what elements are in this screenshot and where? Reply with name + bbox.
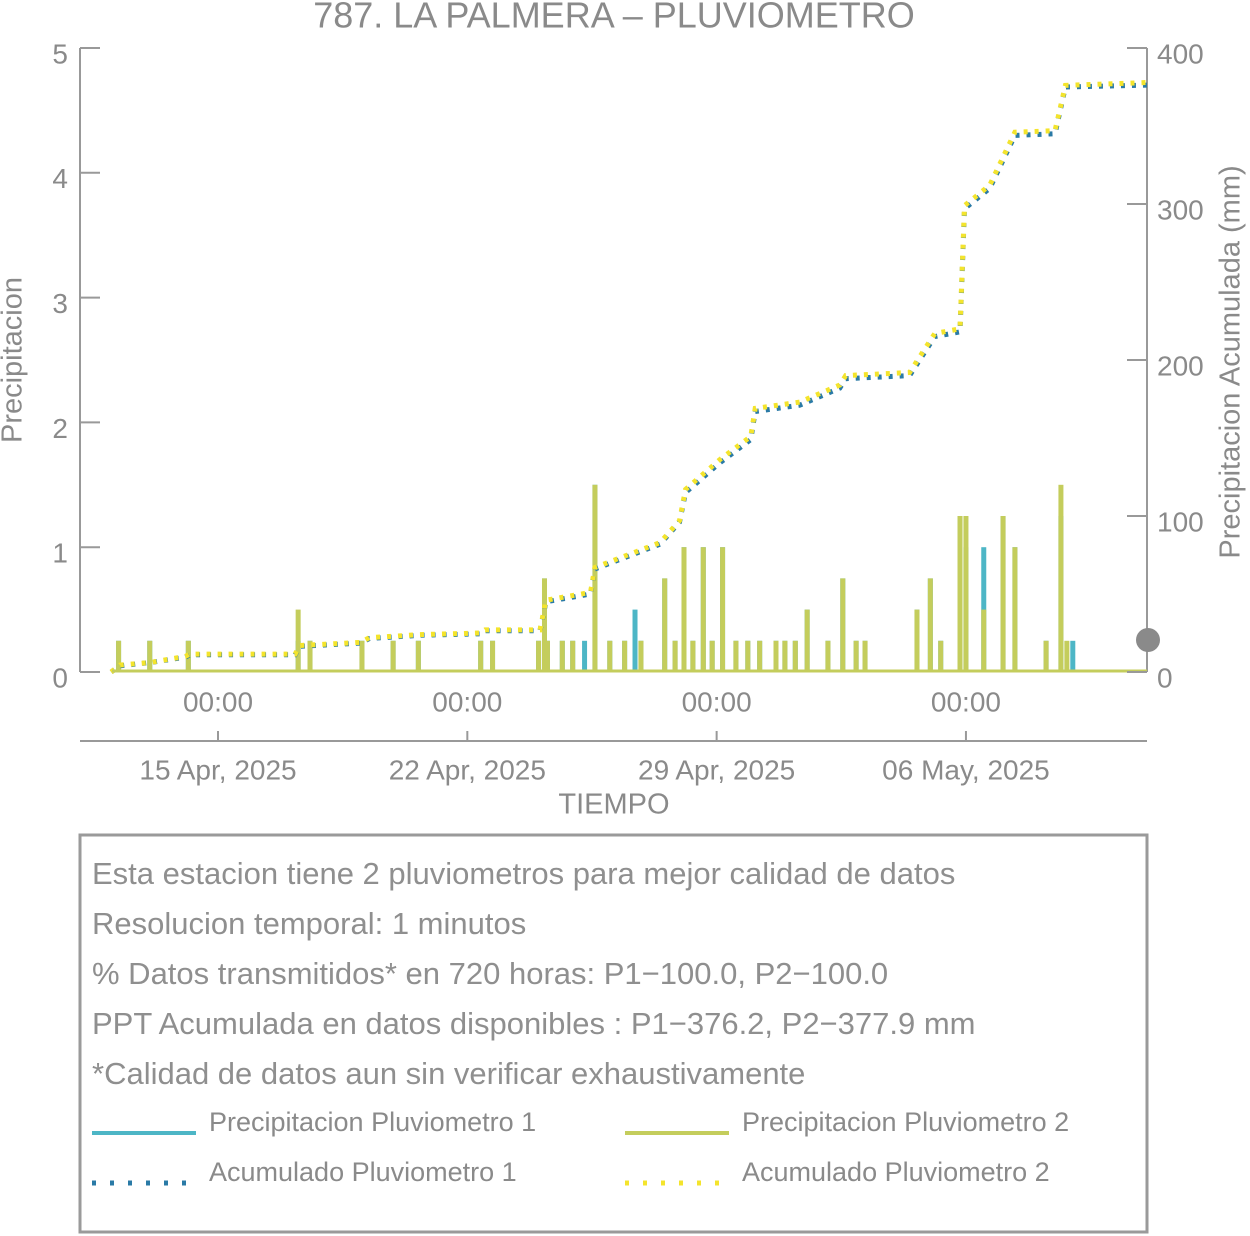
bar: [681, 547, 687, 672]
info-box: [78, 833, 1149, 1234]
y2-tick-label: 0: [1157, 662, 1173, 693]
bar: [1000, 516, 1006, 672]
x-tick-label: 22 Apr, 2025: [389, 754, 546, 785]
y2-tick-label: 200: [1157, 350, 1204, 381]
y-tick-label: 2: [52, 413, 68, 444]
legend-label: Precipitacion Pluviometro 1: [209, 1107, 536, 1137]
bar: [559, 640, 565, 672]
bar: [541, 578, 547, 672]
bar: [804, 609, 810, 672]
bar: [963, 516, 969, 672]
bar: [757, 640, 763, 672]
x-tick-label: 06 May, 2025: [882, 754, 1050, 785]
bar: [745, 640, 751, 672]
bar: [914, 609, 920, 672]
bar: [773, 640, 779, 672]
legend-label: Acumulado Pluviometro 1: [209, 1157, 517, 1187]
bar: [1043, 640, 1049, 672]
y-tick-label: 3: [52, 288, 68, 319]
y2-axis-label: Precipitacion Acumulada (mm): [1215, 165, 1247, 558]
bar: [307, 640, 313, 672]
bar: [390, 640, 396, 672]
info-lines: Esta estacion tiene 2 pluviometros para …: [92, 856, 976, 1091]
info-line: *Calidad de datos aun sin verificar exha…: [92, 1056, 805, 1091]
y2-tick-label: 100: [1157, 506, 1204, 537]
bar: [733, 640, 739, 672]
bar: [638, 640, 644, 672]
bar: [825, 640, 831, 672]
bar: [116, 640, 122, 672]
bar: [478, 640, 484, 672]
bar: [1064, 640, 1070, 672]
bar: [840, 578, 846, 672]
legend-label: Precipitacion Pluviometro 2: [742, 1107, 1069, 1137]
bar: [662, 578, 668, 672]
legend-label: Acumulado Pluviometro 2: [742, 1157, 1050, 1187]
bar: [1012, 547, 1018, 672]
x-tick-hour-label: 00:00: [183, 686, 253, 717]
y-tick-label: 4: [52, 163, 68, 194]
bar: [927, 578, 933, 672]
bar: [862, 640, 868, 672]
bar: [295, 609, 301, 672]
y-tick-label: 5: [52, 38, 68, 69]
bar: [490, 640, 496, 672]
y-axis-label: Precipitacion: [0, 277, 29, 443]
bar: [415, 640, 421, 672]
x-tick-hour-label: 00:00: [682, 686, 752, 717]
bar: [632, 609, 638, 672]
bar: [720, 547, 726, 672]
y2-tick-label: 300: [1157, 194, 1204, 225]
bar: [359, 640, 365, 672]
bar: [981, 609, 987, 672]
plot-area: [109, 80, 1148, 675]
bar: [782, 640, 788, 672]
y2-tick-label: 400: [1157, 38, 1204, 69]
y-tick-label: 0: [52, 662, 68, 693]
chart-title: 787. LA PALMERA – PLUVIOMETRO: [313, 0, 915, 36]
bar: [792, 640, 798, 672]
bar: [544, 640, 550, 672]
bar: [672, 640, 678, 672]
bar: [582, 640, 588, 672]
bar: [1058, 484, 1064, 672]
bar: [700, 547, 706, 672]
info-line: Esta estacion tiene 2 pluviometros para …: [92, 856, 955, 891]
cumulative-line: [109, 80, 1148, 674]
x-tick-label: 15 Apr, 2025: [139, 754, 296, 785]
bar: [607, 640, 613, 672]
bar: [853, 640, 859, 672]
x-tick-label: 29 Apr, 2025: [638, 754, 795, 785]
bar: [938, 640, 944, 672]
info-line: Resolucion temporal: 1 minutos: [92, 906, 526, 941]
bar: [1070, 640, 1076, 672]
x-tick-hour-label: 00:00: [432, 686, 502, 717]
bar: [622, 640, 628, 672]
bar: [536, 640, 542, 672]
x-tick-hour-label: 00:00: [931, 686, 1001, 717]
end-marker: [1136, 628, 1160, 652]
y-tick-label: 1: [52, 538, 68, 569]
legend: Precipitacion Pluviometro 1 Precipitacion…: [92, 1107, 1069, 1187]
cumulative-line: [109, 82, 1148, 675]
info-line: PPT Acumulada en datos disponibles : P1−…: [92, 1006, 976, 1041]
bar: [690, 640, 696, 672]
x-axis-label: TIEMPO: [558, 789, 669, 821]
bar: [957, 516, 963, 672]
bar: [147, 640, 153, 672]
info-line: % Datos transmitidos* en 720 horas: P1−1…: [92, 956, 888, 991]
bar: [570, 640, 576, 672]
bar: [709, 640, 715, 672]
